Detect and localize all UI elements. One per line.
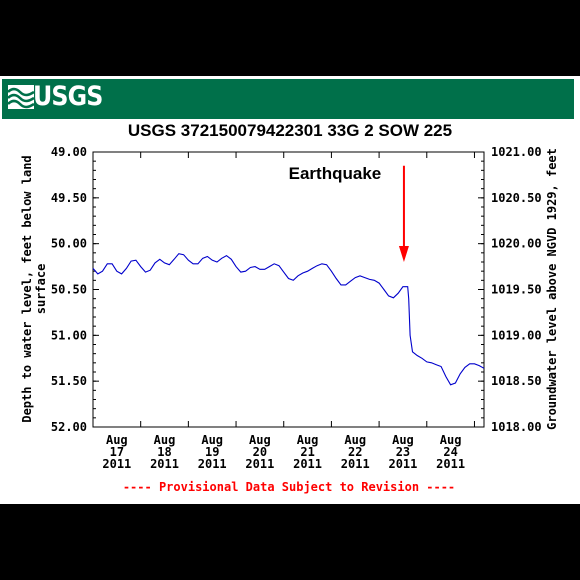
left-axis-title-line1: Depth to water level, feet below land (20, 155, 34, 422)
usgs-banner: USGS (2, 79, 574, 119)
x-tick-label: Aug (344, 433, 366, 447)
x-tick-label: 17 (110, 445, 124, 459)
left-axis-title-line2: surface (34, 264, 48, 315)
x-tick-label: Aug (106, 433, 128, 447)
x-tick-label: Aug (201, 433, 223, 447)
right-tick-label: 1018.50 (491, 374, 542, 388)
x-tick-label: 23 (396, 445, 410, 459)
chart-frame: USGS USGS 372150079422301 33G 2 SOW 225 … (0, 76, 580, 504)
x-tick-label: 2011 (293, 457, 322, 471)
earthquake-arrow (398, 165, 409, 262)
provisional-footnote: ---- Provisional Data Subject to Revisio… (123, 480, 455, 494)
chart-title: USGS 372150079422301 33G 2 SOW 225 (128, 121, 452, 140)
plot-area (92, 151, 485, 428)
series-line (92, 253, 485, 386)
right-tick-label: 1019.00 (491, 328, 542, 342)
x-tick-label: 2011 (245, 457, 274, 471)
right-tick-label: 1019.50 (491, 283, 542, 297)
x-tick-label: 18 (157, 445, 171, 459)
right-tick-label: 1018.00 (491, 420, 542, 434)
left-tick-label: 49.50 (51, 191, 87, 205)
left-tick-label: 51.00 (51, 328, 87, 342)
right-tick-label: 1020.50 (491, 191, 542, 205)
usgs-wave-logo-icon (8, 85, 34, 109)
x-tick-label: 2011 (150, 457, 179, 471)
x-tick-label: 2011 (436, 457, 465, 471)
left-tick-label: 51.50 (51, 374, 87, 388)
right-axis: 1021.00 1020.50 1020.00 1019.50 1019.00 1018.… (478, 145, 542, 434)
right-axis-title: Groundwater level above NGVD 1929, feet (545, 148, 559, 430)
arrow-head (398, 246, 409, 262)
x-tick-label: 2011 (388, 457, 417, 471)
x-tick-label: 21 (300, 445, 314, 459)
x-tick-label: Aug (249, 433, 271, 447)
x-tick-label: 2011 (341, 457, 370, 471)
left-tick-label: 49.00 (51, 145, 87, 159)
usgs-logo-text: USGS (33, 81, 103, 112)
x-tick-label: 22 (348, 445, 362, 459)
x-tick-label: Aug (392, 433, 414, 447)
right-tick-label: 1020.00 (491, 237, 542, 251)
x-tick-label: Aug (154, 433, 176, 447)
x-tick-label: 20 (253, 445, 267, 459)
x-tick-label: Aug (440, 433, 462, 447)
x-tick-label: 24 (443, 445, 457, 459)
left-tick-label: 52.00 (51, 420, 87, 434)
left-tick-label: 50.00 (51, 237, 87, 251)
x-tick-label: 19 (205, 445, 219, 459)
x-tick-label: 2011 (102, 457, 131, 471)
earthquake-annotation: Earthquake (289, 164, 382, 183)
chart: USGS 372150079422301 33G 2 SOW 225 49.00… (20, 121, 559, 494)
right-tick-label: 1021.00 (491, 145, 542, 159)
x-axis: Aug172011Aug182011Aug192011Aug202011Aug2… (102, 152, 475, 471)
left-axis: 49.00 49.50 50.00 50.50 51.00 51.50 52.00 (51, 145, 99, 434)
x-tick-label: 2011 (198, 457, 227, 471)
left-tick-label: 50.50 (51, 283, 87, 297)
x-tick-label: Aug (297, 433, 319, 447)
